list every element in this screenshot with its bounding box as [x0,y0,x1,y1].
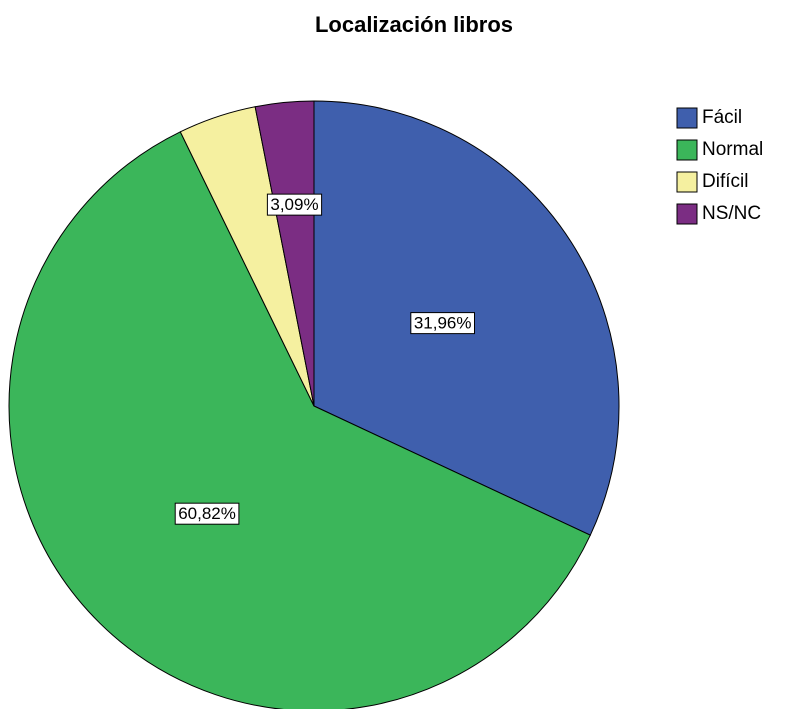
chart-title: Localización libros [315,12,513,37]
legend-swatch [676,203,698,225]
legend-swatch [676,139,698,161]
data-label: 3,09% [270,195,318,214]
legend-swatch [676,171,698,193]
data-label: 31,96% [414,314,472,333]
data-label-box [174,502,240,525]
legend-label: Normal [702,139,763,160]
data-label: 60,82% [178,504,236,523]
pie-slice [254,100,315,407]
pie-slice [8,131,591,709]
legend-label: Difícil [702,171,748,192]
data-label-box [410,312,475,335]
legend-label: NS/NC [702,203,761,224]
data-label-box [266,193,323,216]
legend-swatch [676,107,698,129]
legend-label: Fácil [702,107,742,128]
